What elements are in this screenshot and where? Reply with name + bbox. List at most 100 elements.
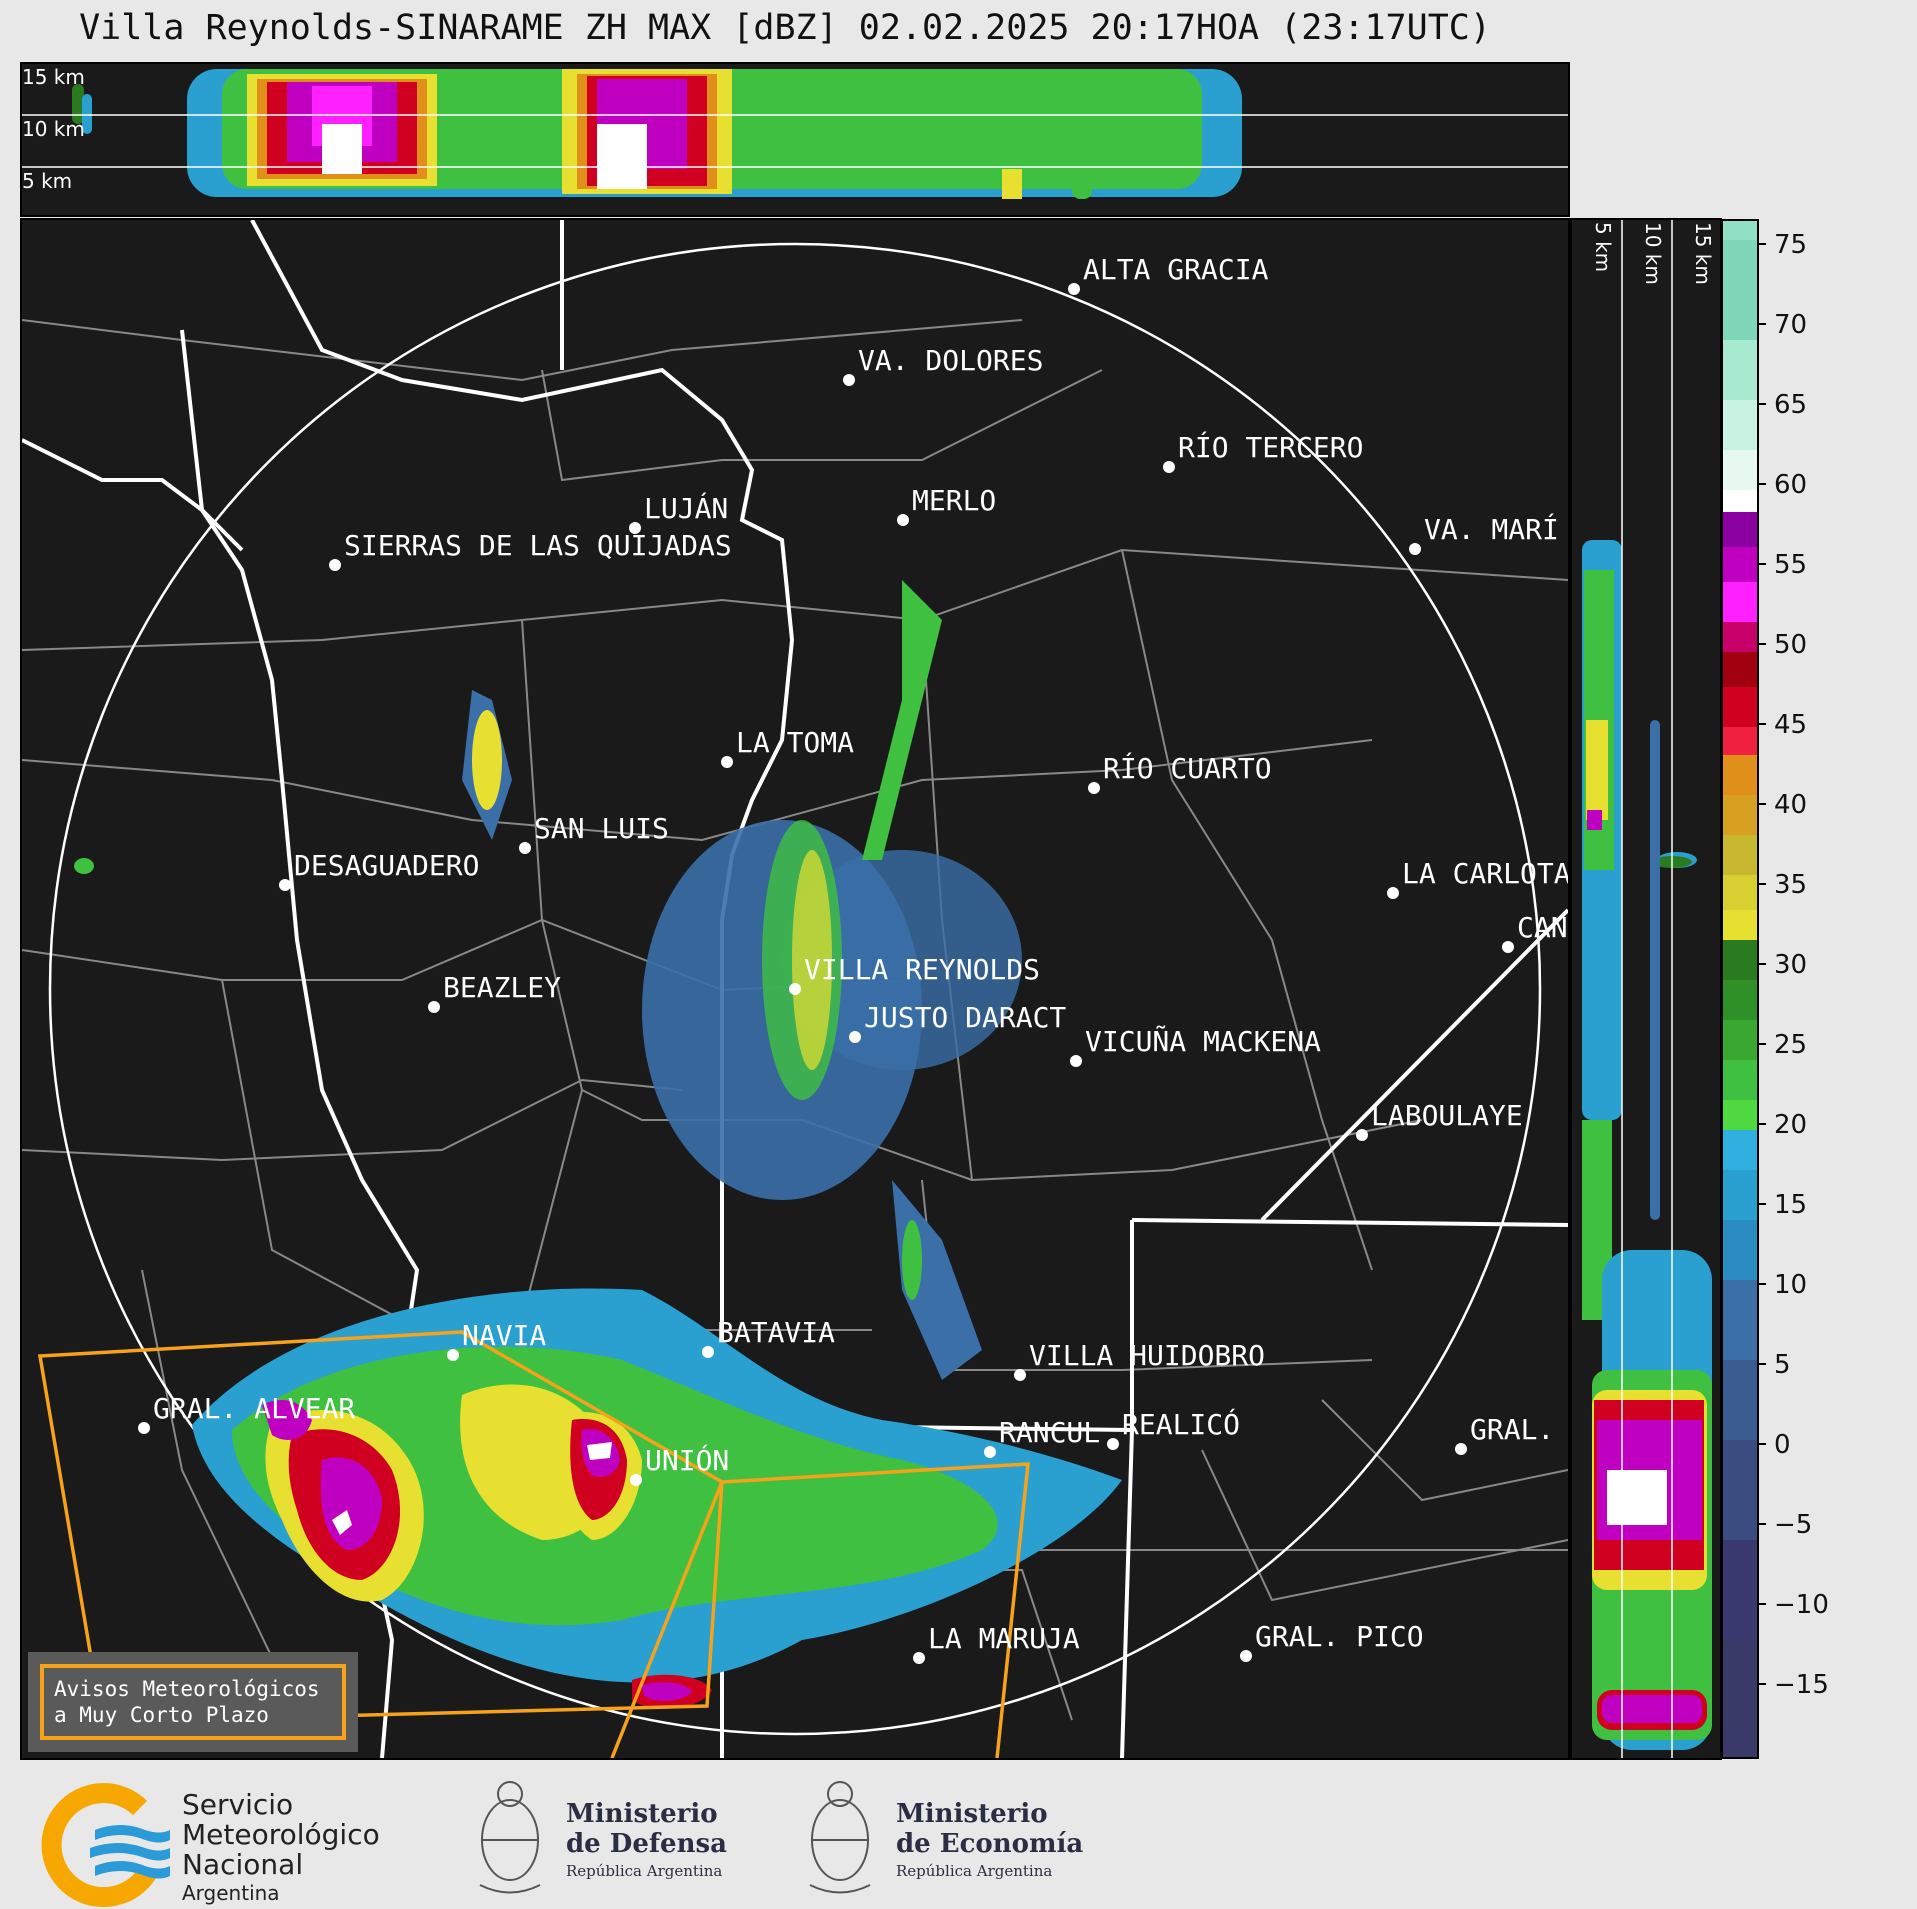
smn-text-2: Meteorológico: [182, 1818, 380, 1851]
smn-logo: Servicio Meteorológico Nacional Argentin…: [41, 1783, 380, 1908]
smn-text-3: Nacional: [182, 1848, 303, 1881]
city-la-toma: LA TOMA: [721, 726, 854, 768]
defensa-text-2: de Defensa: [566, 1829, 727, 1859]
city-lujan: LUJÁN: [629, 491, 728, 534]
svg-text:DESAGUADERO: DESAGUADERO: [294, 849, 479, 882]
svg-text:RÍO CUARTO: RÍO CUARTO: [1103, 751, 1272, 785]
city-la-maruja: LA MARUJA: [913, 1622, 1080, 1664]
smn-waves-icon: [90, 1825, 170, 1879]
avisos-line-2: a Muy Corto Plazo: [54, 1703, 269, 1727]
cb-label-25: 25: [1774, 1030, 1807, 1060]
svg-text:LABOULAYE: LABOULAYE: [1371, 1099, 1523, 1132]
cb-label-0: 0: [1774, 1430, 1791, 1460]
city-beazley: BEAZLEY: [428, 971, 561, 1013]
cb-label-30: 30: [1774, 950, 1807, 980]
cb-label-minus15: −15: [1774, 1670, 1829, 1700]
defensa-logo: Ministerio de Defensa República Argentin…: [479, 1781, 727, 1894]
side-height-profile: 5 km 10 km 15 km: [1570, 218, 1722, 1760]
cb-label-10: 10: [1774, 1270, 1807, 1300]
svg-text:JUSTO DARACT: JUSTO DARACT: [864, 1001, 1066, 1034]
avisos-line-1: Avisos Meteorológicos: [54, 1677, 320, 1701]
radar-range-circle: [48, 242, 1542, 1736]
cb-label-75: 75: [1774, 230, 1807, 260]
city-rancul: RANCUL: [984, 1416, 1100, 1458]
cb-label-5: 5: [1774, 1350, 1791, 1380]
colorbar-gradient: [1722, 219, 1759, 1759]
top-height-label-15: 15 km: [22, 65, 85, 89]
cb-label-55: 55: [1774, 550, 1807, 580]
cb-label-minus5: −5: [1774, 1510, 1812, 1540]
cb-label-45: 45: [1774, 710, 1807, 740]
dbz-colorbar: 75 70 65 60 55 50 45 40 35 30 25 20 15 1…: [1722, 218, 1917, 1760]
side-height-label-5: 5 km: [1591, 222, 1615, 272]
svg-text:BATAVIA: BATAVIA: [717, 1316, 835, 1349]
defensa-text-3: República Argentina: [566, 1862, 722, 1880]
side-height-label-15: 15 km: [1691, 222, 1715, 285]
svg-text:NAVIA: NAVIA: [462, 1319, 546, 1352]
smn-text-4: Argentina: [182, 1881, 280, 1905]
avisos-box: Avisos Meteorológicos a Muy Corto Plazo: [28, 1652, 358, 1752]
svg-text:VILLA REYNOLDS: VILLA REYNOLDS: [804, 953, 1040, 986]
svg-text:LA CARLOTA: LA CARLOTA: [1402, 857, 1568, 890]
city-laboulaye: LABOULAYE: [1356, 1099, 1523, 1141]
city-desaguadero: DESAGUADERO: [279, 849, 479, 891]
cb-label-15: 15: [1774, 1190, 1807, 1220]
national-shield-icon: [479, 1781, 541, 1894]
cb-label-35: 35: [1774, 870, 1807, 900]
economia-text-3: República Argentina: [896, 1862, 1052, 1880]
svg-text:GRAL. ALVEAR: GRAL. ALVEAR: [153, 1392, 355, 1425]
city-gral: GRAL.: [1455, 1413, 1554, 1455]
cb-label-20: 20: [1774, 1110, 1807, 1140]
svg-text:GRAL. PICO: GRAL. PICO: [1255, 1620, 1424, 1653]
city-vicuna-mackena: VICUÑA MACKENA: [1070, 1024, 1321, 1067]
svg-text:SIERRAS DE LAS QUIJADAS: SIERRAS DE LAS QUIJADAS: [344, 529, 732, 562]
svg-text:VA. DOLORES: VA. DOLORES: [858, 344, 1043, 377]
city-va-dolores: VA. DOLORES: [843, 344, 1043, 386]
footer-logos: Servicio Meteorológico Nacional Argentin…: [0, 1760, 1917, 1909]
top-height-label-5: 5 km: [22, 169, 72, 193]
svg-text:GRAL.: GRAL.: [1470, 1413, 1554, 1446]
cb-label-60: 60: [1774, 470, 1807, 500]
cb-label-70: 70: [1774, 310, 1807, 340]
smn-text-1: Servicio: [182, 1788, 293, 1821]
svg-text:VICUÑA MACKENA: VICUÑA MACKENA: [1085, 1024, 1321, 1058]
economia-text-1: Ministerio: [896, 1799, 1048, 1829]
city-union: UNIÓN: [630, 1443, 729, 1486]
svg-text:RÍO TERCERO: RÍO TERCERO: [1178, 430, 1363, 464]
svg-text:LA TOMA: LA TOMA: [736, 726, 854, 759]
svg-text:RANCUL: RANCUL: [999, 1416, 1100, 1449]
national-shield-icon: [809, 1781, 871, 1894]
city-can: CAN: [1502, 911, 1568, 953]
svg-text:CAN: CAN: [1517, 911, 1568, 944]
colorbar-ticks: [1758, 243, 1766, 1685]
city-realico: REALICÓ: [1107, 1407, 1240, 1450]
city-rio-tercero: RÍO TERCERO: [1163, 430, 1363, 473]
city-batavia: BATAVIA: [702, 1316, 835, 1358]
city-villa-huidobro: VILLA HUIDOBRO: [1014, 1339, 1265, 1381]
cb-label-65: 65: [1774, 390, 1807, 420]
city-merlo: MERLO: [897, 484, 996, 526]
city-justo-daract: JUSTO DARACT: [849, 1001, 1066, 1043]
city-rio-cuarto: RÍO CUARTO: [1088, 751, 1272, 794]
svg-text:VILLA HUIDOBRO: VILLA HUIDOBRO: [1029, 1339, 1265, 1372]
radar-echoes: [74, 580, 1122, 1709]
svg-text:SAN LUIS: SAN LUIS: [534, 812, 669, 845]
city-va-mari: VA. MARÍ: [1409, 512, 1559, 555]
top-profile-echoes: [72, 69, 1242, 199]
colorbar-labels: 75 70 65 60 55 50 45 40 35 30 25 20 15 1…: [1774, 230, 1829, 1700]
svg-text:UNIÓN: UNIÓN: [645, 1443, 729, 1477]
city-navia: NAVIA: [447, 1319, 546, 1361]
top-height-profile: 15 km 10 km 5 km: [20, 62, 1570, 217]
svg-text:REALICÓ: REALICÓ: [1122, 1407, 1240, 1441]
side-profile-echoes: [1582, 540, 1712, 1750]
economia-logo: Ministerio de Economía República Argenti…: [809, 1781, 1083, 1894]
city-la-carlota: LA CARLOTA: [1387, 857, 1568, 899]
svg-text:BEAZLEY: BEAZLEY: [443, 971, 561, 1004]
svg-text:VA. MARÍ: VA. MARÍ: [1424, 512, 1559, 546]
city-alta-gracia: ALTA GRACIA: [1068, 253, 1269, 295]
cb-label-minus10: −10: [1774, 1590, 1829, 1620]
top-height-label-10: 10 km: [22, 117, 85, 141]
city-sierras-de-las-quijadas: SIERRAS DE LAS QUIJADAS: [329, 529, 732, 571]
city-villa-reynolds: VILLA REYNOLDS: [789, 953, 1040, 995]
department-boundaries: [22, 319, 1568, 1721]
